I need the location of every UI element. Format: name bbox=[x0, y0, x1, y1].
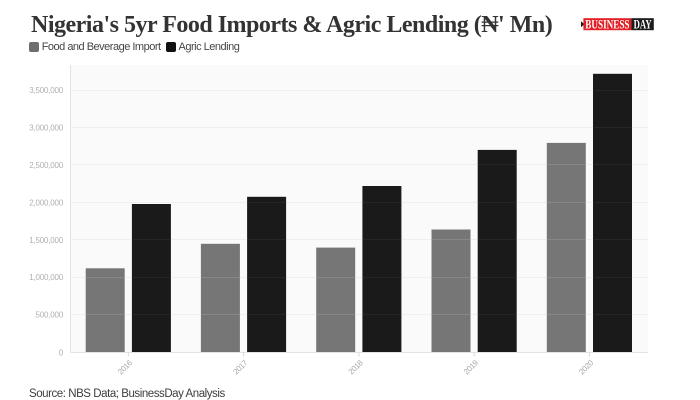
svg-text:1,000,000: 1,000,000 bbox=[29, 273, 64, 282]
svg-text:BUSINESS: BUSINESS bbox=[585, 16, 629, 31]
svg-text:2016: 2016 bbox=[116, 358, 134, 376]
svg-text:3,000,000: 3,000,000 bbox=[29, 124, 64, 133]
svg-text:2017: 2017 bbox=[231, 358, 249, 376]
svg-text:1,500,000: 1,500,000 bbox=[29, 236, 64, 245]
svg-text:DAY: DAY bbox=[634, 16, 652, 31]
svg-text:2019: 2019 bbox=[462, 358, 480, 376]
svg-text:500,000: 500,000 bbox=[35, 311, 63, 320]
svg-text:0: 0 bbox=[59, 349, 64, 358]
svg-text:2,500,000: 2,500,000 bbox=[29, 161, 64, 170]
svg-text:3,500,000: 3,500,000 bbox=[29, 86, 64, 95]
svg-text:2018: 2018 bbox=[347, 358, 365, 376]
svg-text:2,000,000: 2,000,000 bbox=[29, 199, 64, 208]
svg-text:2020: 2020 bbox=[577, 358, 595, 376]
